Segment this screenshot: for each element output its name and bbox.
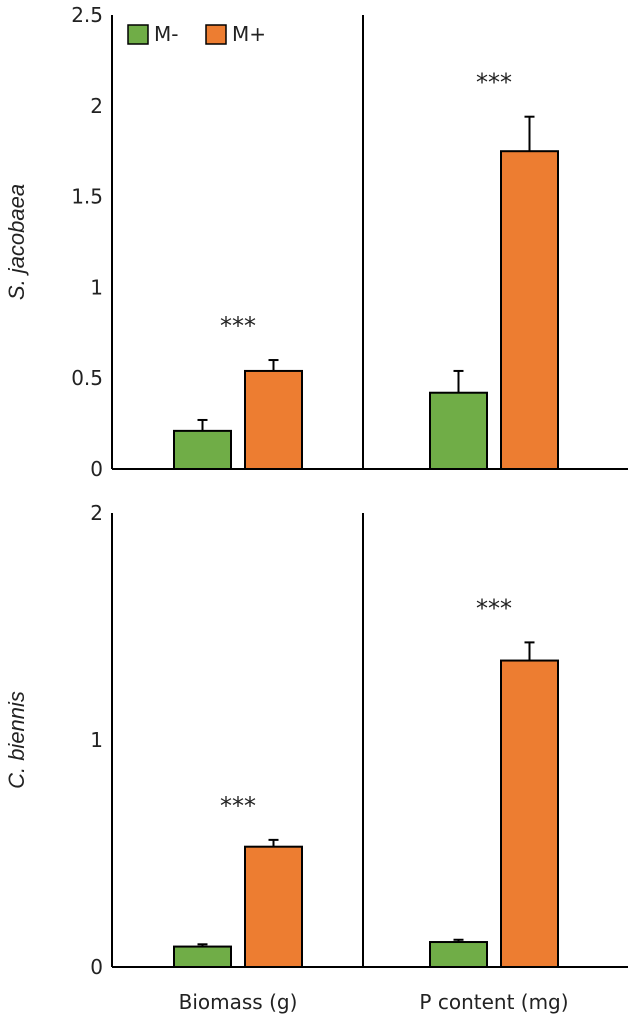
x-category-label: P content (mg)	[419, 990, 568, 1014]
y-axis-label: S. jacobaea	[4, 184, 29, 300]
bar	[429, 391, 488, 470]
significance-label: ***	[476, 594, 512, 622]
y-tick-label: 2.5	[71, 3, 103, 27]
x-category-label: Biomass (g)	[179, 990, 298, 1014]
legend-swatch	[205, 24, 227, 45]
significance-label: ***	[220, 312, 256, 340]
bar	[173, 945, 232, 969]
bar	[244, 369, 303, 471]
y-tick-label: 2	[90, 501, 103, 525]
y-tick-label: 1	[90, 275, 103, 299]
y-tick-label: 1.5	[71, 185, 103, 209]
y-axis-label: C. biennis	[4, 691, 29, 789]
legend-label: M+	[232, 22, 266, 46]
y-tick-label: 2	[90, 94, 103, 118]
legend-swatch	[127, 24, 149, 45]
significance-label: ***	[220, 792, 256, 820]
y-tick-label: 0	[90, 457, 103, 481]
bar	[500, 150, 559, 470]
bar	[244, 845, 303, 968]
y-tick-label: 0	[90, 955, 103, 979]
bar	[429, 941, 488, 969]
legend-label: M-	[154, 22, 178, 46]
bar	[173, 429, 232, 471]
bar	[500, 659, 559, 968]
y-tick-label: 1	[90, 728, 103, 752]
significance-label: ***	[476, 69, 512, 97]
y-tick-label: 0.5	[71, 366, 103, 390]
